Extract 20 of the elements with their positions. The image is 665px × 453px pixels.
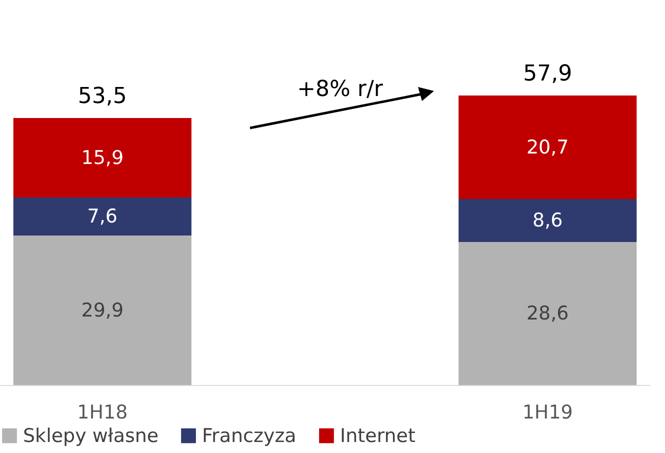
data-label: 29,9 — [81, 299, 124, 322]
data-label: 28,6 — [526, 302, 569, 324]
bar — [458, 199, 637, 242]
bar — [13, 236, 192, 385]
annotation: +8% r/r — [297, 77, 384, 102]
legend-label: Franczyza — [202, 424, 296, 447]
total-label: 53,5 — [78, 84, 127, 109]
total-label: 57,9 — [523, 62, 572, 86]
bar — [13, 198, 192, 236]
legend-label: Internet — [340, 424, 416, 447]
data-label: 8,6 — [532, 210, 563, 232]
x-tick-label: 1H18 — [77, 402, 128, 424]
legend-label: Sklepy własne — [23, 424, 159, 447]
data-label: 20,7 — [526, 136, 569, 158]
bar — [13, 118, 192, 198]
data-label: 15,9 — [81, 146, 124, 169]
bar — [458, 242, 637, 385]
data-label: 7,6 — [87, 206, 118, 228]
x-tick-label: 1H19 — [522, 402, 573, 424]
bar — [458, 96, 637, 199]
